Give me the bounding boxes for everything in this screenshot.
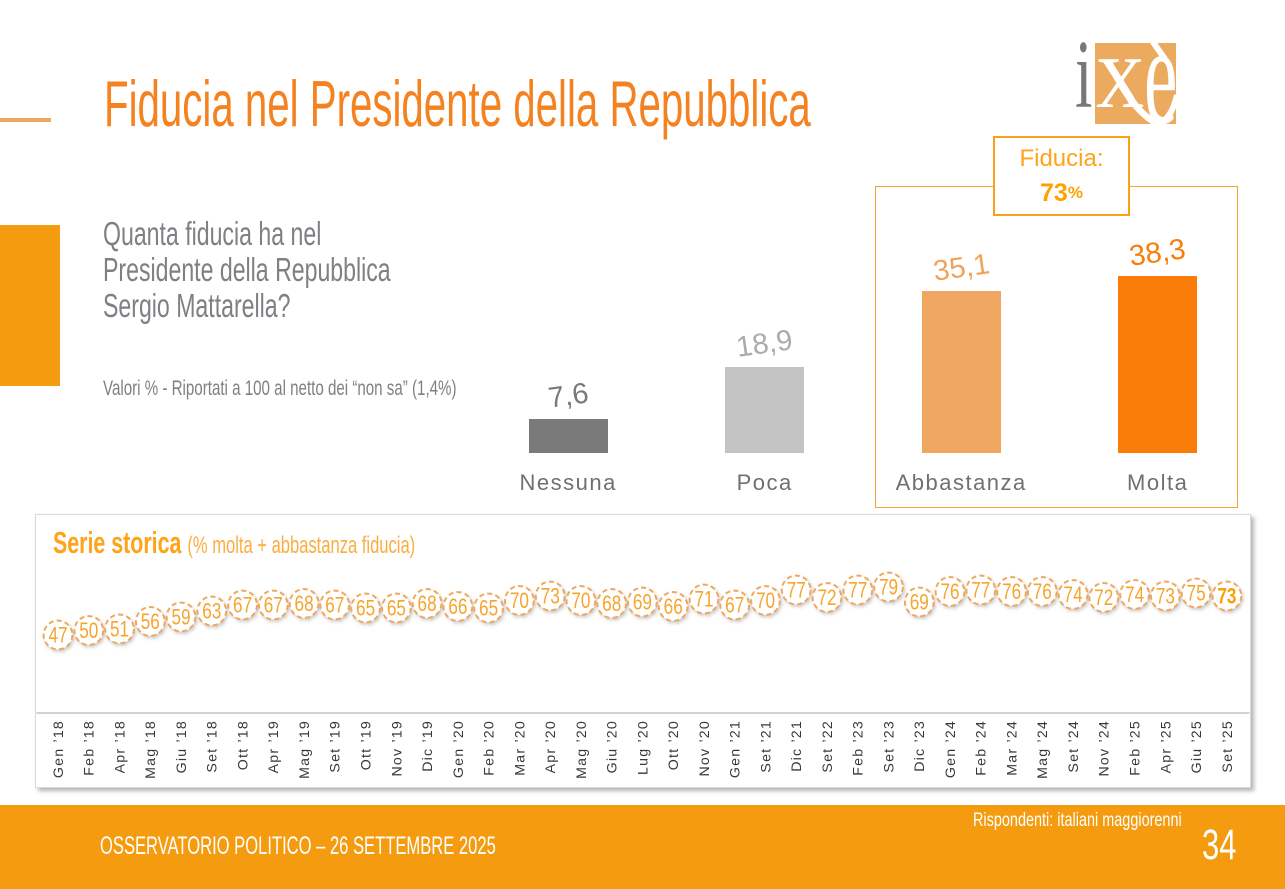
svg-text:67: 67 — [264, 594, 283, 619]
svg-text:70: 70 — [571, 589, 590, 614]
svg-text:77: 77 — [787, 579, 806, 604]
svg-text:Feb ’23: Feb ’23 — [851, 720, 867, 776]
svg-text:Gen ’21: Gen ’21 — [728, 720, 744, 778]
svg-text:Dic ’23: Dic ’23 — [912, 720, 928, 772]
svg-text:74: 74 — [1064, 583, 1083, 608]
svg-text:Mag ’24: Mag ’24 — [1035, 720, 1051, 779]
svg-text:72: 72 — [817, 586, 836, 611]
svg-text:Feb ’20: Feb ’20 — [482, 720, 498, 776]
svg-text:66: 66 — [448, 595, 467, 620]
svg-text:76: 76 — [940, 580, 959, 605]
svg-text:74: 74 — [1125, 583, 1144, 608]
svg-text:Set ’23: Set ’23 — [881, 720, 897, 773]
svg-text:67: 67 — [233, 594, 252, 619]
svg-text:67: 67 — [725, 594, 744, 619]
svg-text:73: 73 — [541, 585, 560, 610]
svg-text:Giu ’25: Giu ’25 — [1189, 720, 1205, 773]
svg-text:68: 68 — [295, 592, 314, 617]
svg-text:i: i — [1075, 25, 1092, 128]
svg-text:65: 65 — [479, 597, 498, 622]
svg-text:73: 73 — [1156, 585, 1175, 610]
svg-text:65: 65 — [356, 597, 375, 622]
svg-text:56: 56 — [141, 610, 160, 635]
svg-text:77: 77 — [848, 579, 867, 604]
svg-text:Mag ’20: Mag ’20 — [574, 720, 590, 779]
svg-text:59: 59 — [171, 606, 190, 631]
svg-text:Nov ’24: Nov ’24 — [1097, 720, 1113, 777]
svg-text:Set ’19: Set ’19 — [328, 720, 344, 773]
svg-text:76: 76 — [1002, 580, 1021, 605]
svg-text:Set ’25: Set ’25 — [1220, 720, 1236, 773]
svg-text:Ott ’20: Ott ’20 — [666, 720, 682, 770]
svg-text:79: 79 — [879, 576, 898, 601]
svg-text:Gen ’18: Gen ’18 — [51, 720, 67, 778]
svg-text:Apr ’20: Apr ’20 — [543, 720, 559, 773]
svg-text:70: 70 — [510, 589, 529, 614]
svg-text:66: 66 — [664, 595, 683, 620]
svg-text:Feb ’25: Feb ’25 — [1128, 720, 1144, 776]
svg-text:76: 76 — [1033, 580, 1052, 605]
svg-text:Giu ’20: Giu ’20 — [605, 720, 621, 773]
svg-text:Feb ’18: Feb ’18 — [82, 720, 98, 776]
svg-text:68: 68 — [602, 592, 621, 617]
svg-text:Dic ’19: Dic ’19 — [420, 720, 436, 772]
svg-text:Gen ’20: Gen ’20 — [451, 720, 467, 778]
svg-text:Apr ’19: Apr ’19 — [266, 720, 282, 773]
svg-text:Mar ’20: Mar ’20 — [512, 720, 528, 776]
svg-text:Giu ’18: Giu ’18 — [174, 720, 190, 773]
svg-text:Ott ’19: Ott ’19 — [359, 720, 375, 770]
svg-text:65: 65 — [387, 597, 406, 622]
svg-text:Lug ’20: Lug ’20 — [635, 720, 651, 775]
svg-text:69: 69 — [910, 591, 929, 616]
svg-text:Gen ’24: Gen ’24 — [943, 720, 959, 778]
svg-text:Nov ’20: Nov ’20 — [697, 720, 713, 777]
svg-text:63: 63 — [202, 600, 221, 625]
svg-text:Feb ’24: Feb ’24 — [974, 720, 990, 776]
svg-text:Apr ’25: Apr ’25 — [1158, 720, 1174, 773]
svg-text:Dic ’21: Dic ’21 — [789, 720, 805, 772]
svg-text:Mar ’24: Mar ’24 — [1005, 720, 1021, 776]
svg-text:Apr ’18: Apr ’18 — [112, 720, 128, 773]
svg-text:68: 68 — [418, 592, 437, 617]
svg-text:50: 50 — [79, 619, 98, 644]
svg-text:Nov ’19: Nov ’19 — [389, 720, 405, 777]
svg-text:Mag ’18: Mag ’18 — [143, 720, 159, 779]
svg-text:Ott ’18: Ott ’18 — [236, 720, 252, 770]
svg-text:Set ’22: Set ’22 — [820, 720, 836, 773]
svg-text:69: 69 — [633, 591, 652, 616]
svg-text:Mag ’19: Mag ’19 — [297, 720, 313, 779]
svg-text:Set ’21: Set ’21 — [758, 720, 774, 773]
svg-text:75: 75 — [1187, 582, 1206, 607]
svg-text:77: 77 — [971, 579, 990, 604]
svg-text:51: 51 — [110, 618, 129, 643]
svg-text:71: 71 — [694, 588, 713, 613]
svg-text:Set ’24: Set ’24 — [1066, 720, 1082, 773]
svg-text:73: 73 — [1217, 585, 1236, 610]
svg-text:Set ’18: Set ’18 — [205, 720, 221, 773]
svg-text:72: 72 — [1094, 586, 1113, 611]
svg-text:70: 70 — [756, 589, 775, 614]
svg-text:x: x — [1096, 25, 1144, 130]
svg-text:67: 67 — [325, 594, 344, 619]
svg-text:47: 47 — [48, 624, 67, 649]
